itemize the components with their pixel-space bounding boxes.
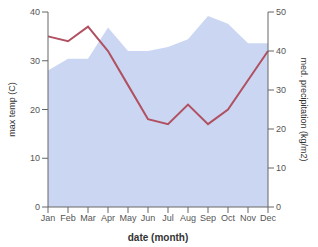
svg-text:Aug: Aug <box>180 213 196 223</box>
svg-text:Mar: Mar <box>80 213 96 223</box>
svg-text:0: 0 <box>35 202 40 212</box>
svg-text:date (month): date (month) <box>128 232 189 243</box>
svg-text:Jul: Jul <box>162 213 174 223</box>
svg-text:Apr: Apr <box>101 213 115 223</box>
svg-text:Jun: Jun <box>141 213 156 223</box>
svg-text:30: 30 <box>276 85 286 95</box>
svg-text:Jan: Jan <box>41 213 56 223</box>
svg-text:0: 0 <box>276 202 281 212</box>
svg-text:10: 10 <box>276 163 286 173</box>
svg-text:40: 40 <box>276 46 286 56</box>
svg-text:Sep: Sep <box>200 213 216 223</box>
svg-text:20: 20 <box>30 105 40 115</box>
svg-text:med. precipitation (kg/m2): med. precipitation (kg/m2) <box>299 57 309 161</box>
svg-text:30: 30 <box>30 56 40 66</box>
svg-text:Feb: Feb <box>60 213 76 223</box>
svg-text:20: 20 <box>276 124 286 134</box>
svg-text:40: 40 <box>30 7 40 17</box>
svg-text:Oct: Oct <box>221 213 236 223</box>
svg-text:max temp (C): max temp (C) <box>8 82 17 137</box>
svg-text:Dec: Dec <box>260 213 277 223</box>
svg-text:10: 10 <box>30 153 40 163</box>
svg-text:Nov: Nov <box>240 213 257 223</box>
svg-text:May: May <box>119 213 137 223</box>
svg-text:50: 50 <box>276 7 286 17</box>
